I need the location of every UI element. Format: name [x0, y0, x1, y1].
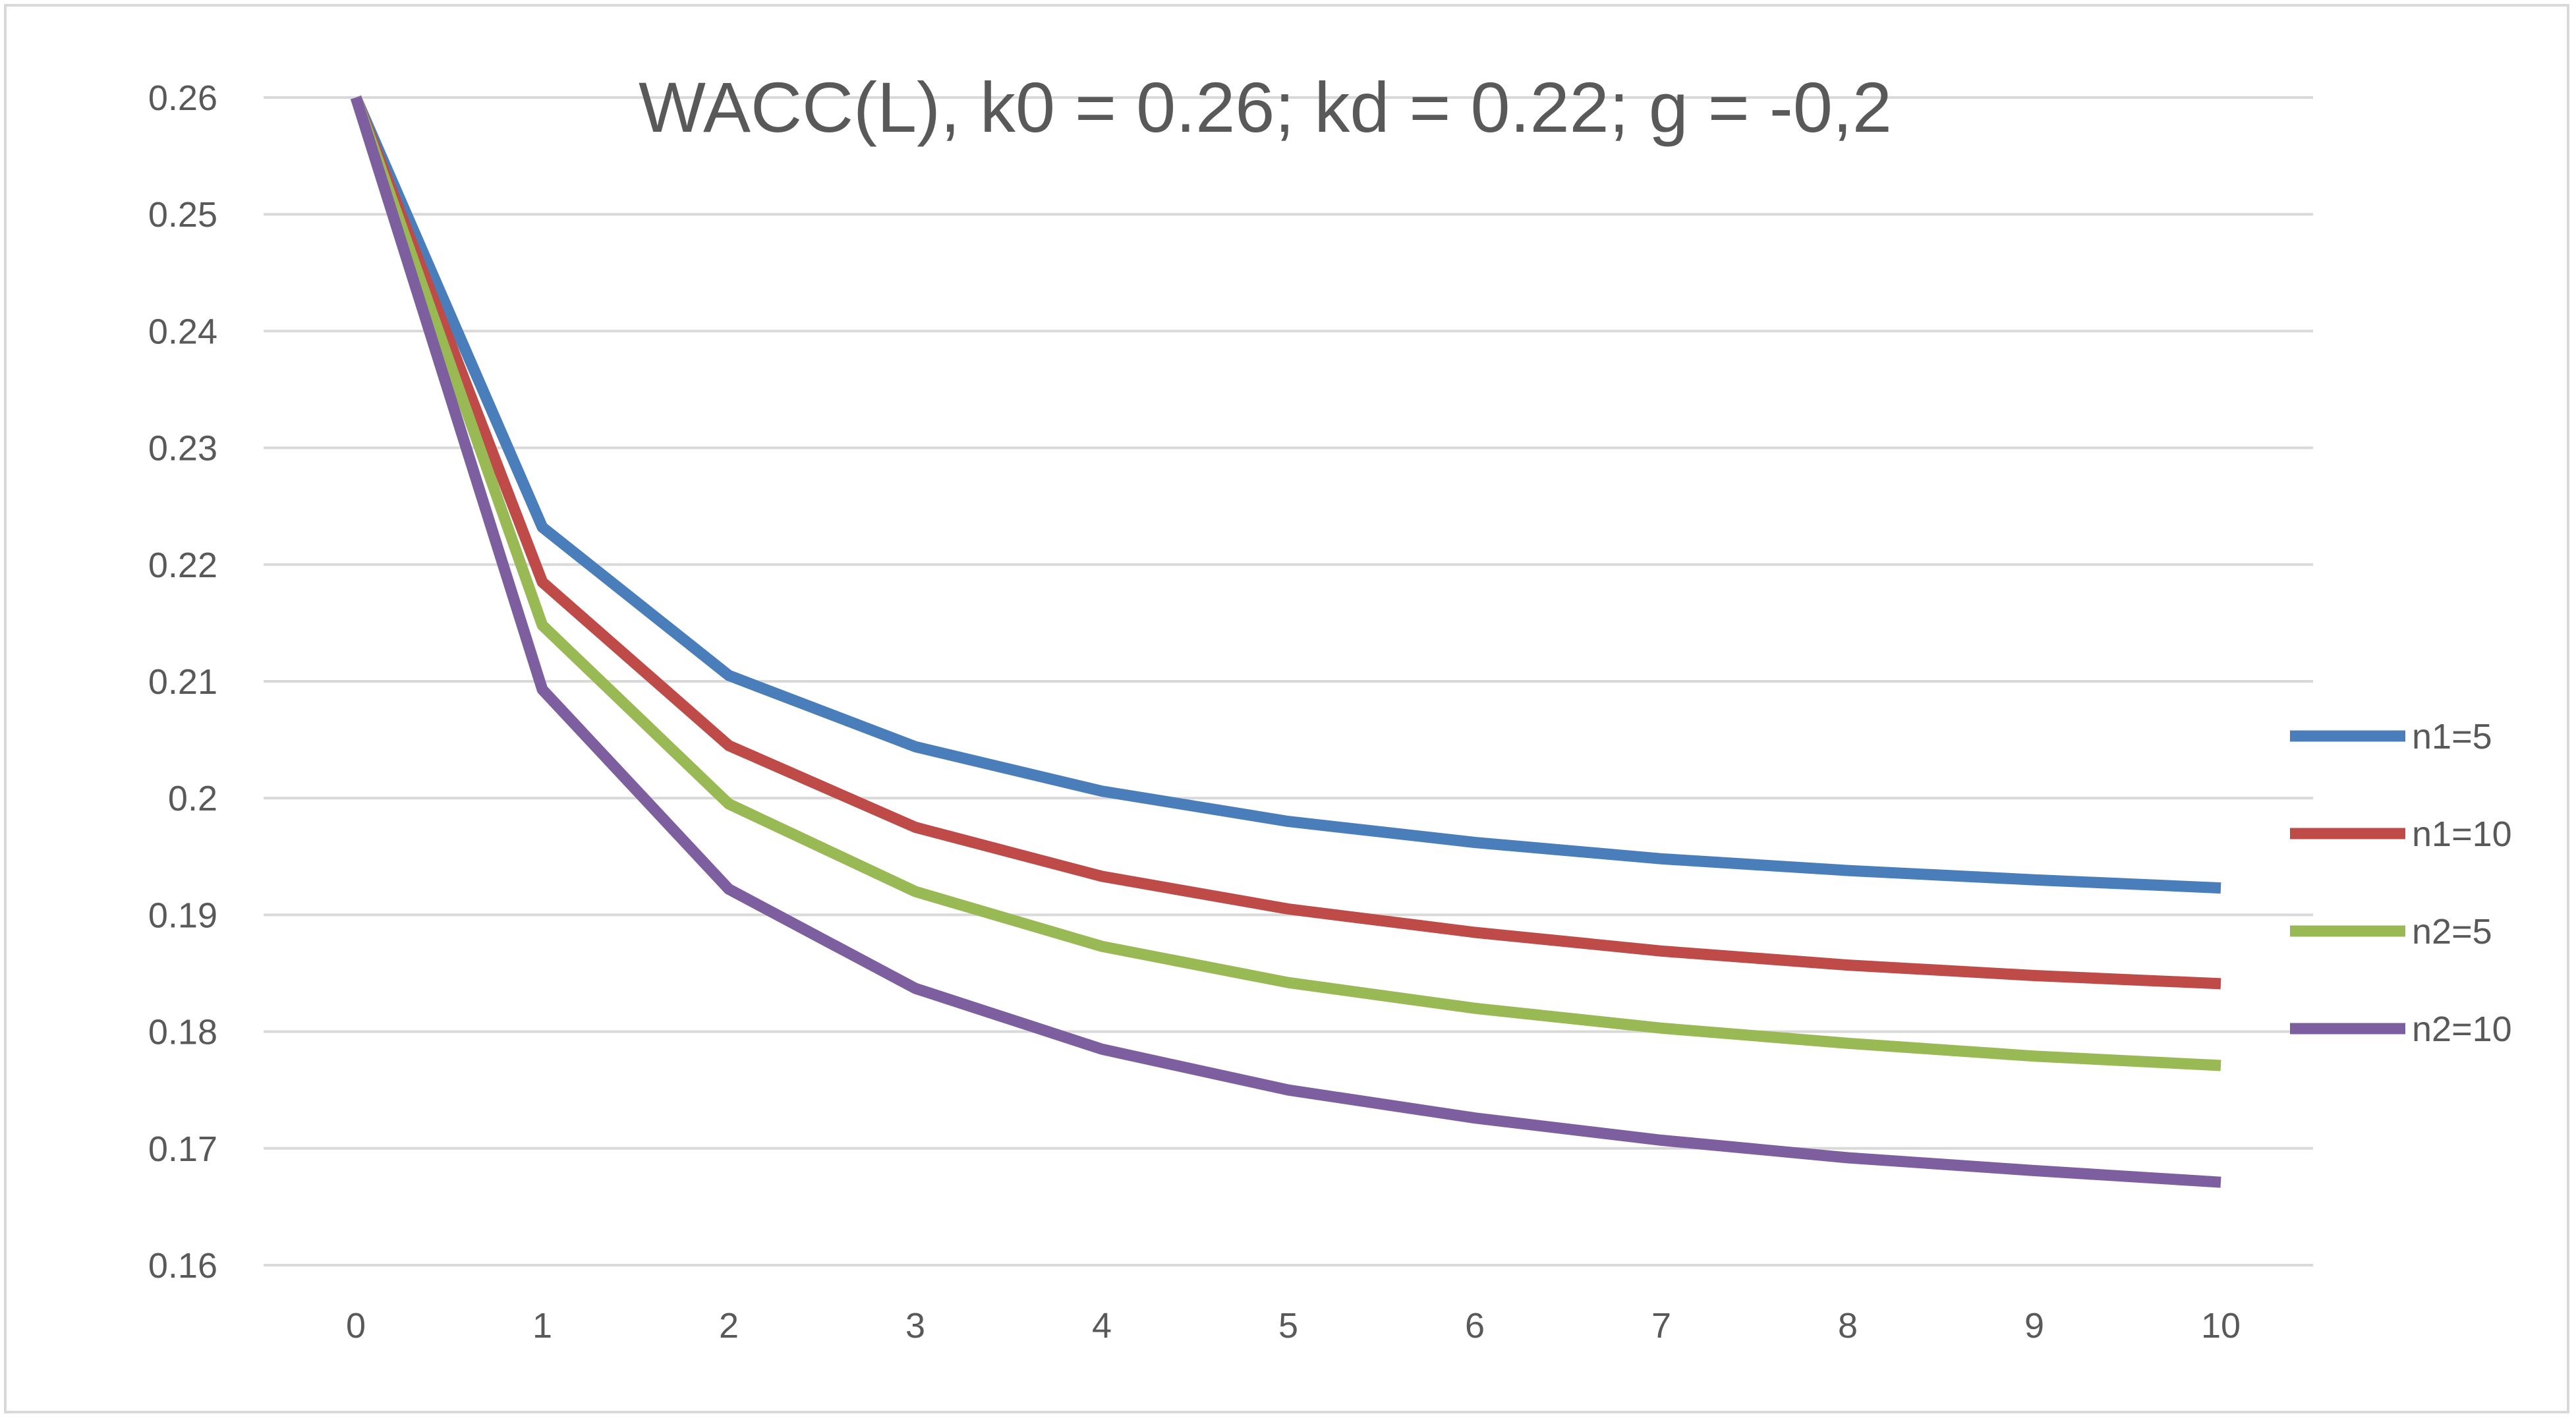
- y-axis-tick-labels: 0.16 0.17 0.18 0.19 0.2 0.21 0.22 0.23 0.24 0.25 0…: [148, 78, 217, 1286]
- x-tick-label: 1: [532, 1306, 552, 1346]
- x-tick-label: 3: [905, 1306, 925, 1346]
- x-tick-label: 5: [1278, 1306, 1298, 1346]
- y-tick-label: 0.16: [148, 1246, 217, 1286]
- legend-label: n2=5: [2412, 912, 2492, 951]
- series-line-n2=10: [350, 96, 2221, 1188]
- y-tick-label: 0.18: [148, 1013, 217, 1052]
- y-tick-label: 0.22: [148, 546, 217, 585]
- series-line-n1=5: [351, 95, 2221, 894]
- legend-label: n2=10: [2412, 1009, 2512, 1049]
- x-tick-label: 9: [2024, 1306, 2044, 1346]
- legend-label: n1=5: [2412, 717, 2492, 756]
- x-tick-label: 7: [1651, 1306, 1671, 1346]
- legend: n1=5 n1=10 n2=5 n2=10: [2290, 717, 2512, 1049]
- x-tick-label: 0: [346, 1306, 366, 1346]
- x-tick-label: 8: [1838, 1306, 1858, 1346]
- series-line-n1=10: [351, 95, 2221, 990]
- series-line-n2=5: [350, 96, 2221, 1071]
- y-tick-label: 0.2: [168, 779, 217, 818]
- x-tick-label: 10: [2201, 1306, 2241, 1346]
- chart-title: WACC(L), k0 = 0.26; kd = 0.22; g = -0,2: [639, 67, 1892, 147]
- x-tick-label: 4: [1092, 1306, 1112, 1346]
- y-tick-label: 0.17: [148, 1129, 217, 1169]
- y-tick-label: 0.26: [148, 78, 217, 118]
- y-tick-label: 0.19: [148, 895, 217, 935]
- x-tick-label: 2: [719, 1306, 739, 1346]
- x-tick-label: 6: [1465, 1306, 1485, 1346]
- y-tick-label: 0.25: [148, 195, 217, 235]
- y-tick-label: 0.23: [148, 429, 217, 469]
- y-tick-label: 0.24: [148, 312, 217, 351]
- legend-label: n1=10: [2412, 814, 2512, 854]
- x-axis-tick-labels: 0 1 2 3 4 5 6 7 8 9 10: [346, 1306, 2241, 1346]
- y-tick-label: 0.21: [148, 662, 217, 702]
- series-lines: [350, 95, 2221, 1188]
- gridlines: [264, 96, 2313, 1266]
